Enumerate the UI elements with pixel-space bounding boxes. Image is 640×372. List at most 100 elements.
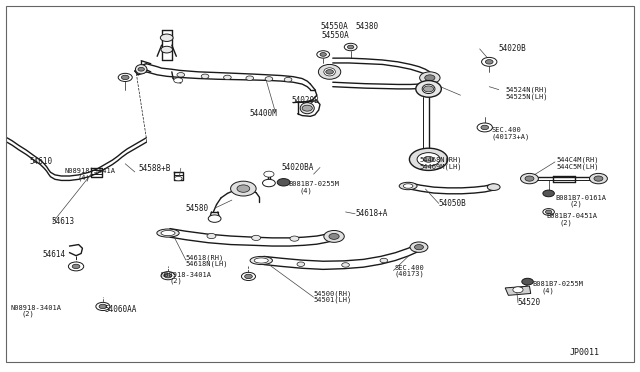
Circle shape [164, 273, 172, 278]
Circle shape [545, 210, 552, 214]
Text: 54610: 54610 [29, 157, 52, 166]
Text: 54020B: 54020B [291, 96, 319, 105]
Text: 54020B: 54020B [499, 44, 527, 53]
Circle shape [161, 46, 173, 53]
Circle shape [302, 105, 312, 111]
Text: 54060AA: 54060AA [105, 305, 137, 314]
Ellipse shape [487, 184, 500, 190]
Circle shape [324, 231, 344, 242]
Circle shape [223, 75, 231, 80]
Text: JP0011: JP0011 [569, 348, 599, 357]
Text: (40173+A): (40173+A) [491, 134, 529, 140]
Circle shape [177, 73, 184, 77]
Circle shape [477, 123, 492, 132]
Ellipse shape [403, 184, 413, 188]
Circle shape [320, 52, 326, 56]
Circle shape [481, 57, 497, 66]
Circle shape [244, 274, 252, 279]
Text: 54380: 54380 [355, 22, 378, 31]
Circle shape [329, 234, 339, 239]
Circle shape [265, 77, 273, 81]
Text: (4): (4) [77, 174, 90, 181]
Circle shape [543, 209, 554, 215]
Text: (2): (2) [170, 278, 182, 285]
Ellipse shape [399, 182, 417, 190]
Circle shape [420, 72, 440, 84]
Text: (40173): (40173) [395, 270, 424, 277]
Text: 54614: 54614 [42, 250, 65, 259]
Circle shape [417, 153, 440, 166]
Circle shape [161, 34, 173, 41]
Circle shape [425, 75, 435, 81]
Circle shape [161, 272, 175, 280]
Circle shape [410, 148, 448, 170]
Circle shape [207, 234, 216, 238]
Ellipse shape [422, 84, 435, 93]
Text: N08918-3401A: N08918-3401A [161, 272, 211, 278]
Circle shape [424, 156, 434, 162]
Circle shape [344, 43, 357, 51]
Text: 54525N(LH): 54525N(LH) [505, 93, 548, 100]
Text: (2): (2) [559, 219, 572, 226]
Text: B081B7-0451A: B081B7-0451A [547, 214, 598, 219]
Circle shape [594, 176, 603, 181]
Ellipse shape [157, 229, 179, 237]
Text: 544C5M(LH): 544C5M(LH) [556, 163, 599, 170]
Circle shape [277, 179, 290, 186]
Circle shape [241, 272, 255, 280]
Text: 54468N(RH): 54468N(RH) [419, 157, 461, 163]
Circle shape [208, 215, 221, 222]
Circle shape [118, 73, 132, 81]
Circle shape [589, 173, 607, 184]
Circle shape [237, 185, 250, 192]
Text: N08918-3441A: N08918-3441A [65, 168, 116, 174]
Ellipse shape [300, 103, 314, 114]
Text: SEC.400: SEC.400 [491, 127, 521, 134]
Ellipse shape [250, 256, 273, 264]
Text: 54618N(LH): 54618N(LH) [186, 260, 228, 267]
Text: 54050B: 54050B [439, 199, 467, 208]
Circle shape [230, 181, 256, 196]
Text: (2): (2) [22, 311, 35, 317]
Circle shape [72, 264, 80, 269]
Text: N08918-3401A: N08918-3401A [10, 305, 61, 311]
Circle shape [481, 125, 488, 130]
Ellipse shape [324, 68, 335, 76]
Text: 54501(LH): 54501(LH) [314, 297, 352, 304]
Circle shape [326, 70, 333, 74]
Circle shape [424, 86, 434, 92]
Text: 54613: 54613 [52, 218, 75, 227]
Text: 54524N(RH): 54524N(RH) [505, 86, 548, 93]
Circle shape [246, 76, 253, 80]
Circle shape [410, 242, 428, 252]
Circle shape [252, 235, 260, 240]
Circle shape [485, 60, 493, 64]
Text: 54469M(LH): 54469M(LH) [419, 163, 461, 170]
Text: (4): (4) [300, 187, 312, 194]
Circle shape [264, 171, 274, 177]
Circle shape [201, 74, 209, 78]
Circle shape [297, 262, 305, 266]
Text: 544C4M(RH): 544C4M(RH) [556, 157, 599, 163]
Circle shape [122, 75, 129, 80]
Circle shape [415, 244, 424, 250]
Text: 54588+B: 54588+B [138, 164, 170, 173]
Circle shape [290, 236, 299, 241]
Circle shape [525, 176, 534, 181]
Text: (4): (4) [541, 287, 554, 294]
Circle shape [284, 77, 292, 82]
Circle shape [520, 173, 538, 184]
Text: B081B7-0161A: B081B7-0161A [555, 195, 606, 201]
Text: B081B7-0255M: B081B7-0255M [532, 281, 583, 287]
Circle shape [68, 262, 84, 271]
Ellipse shape [416, 81, 442, 97]
Circle shape [342, 263, 349, 267]
Ellipse shape [161, 231, 175, 235]
Text: B081B7-0255M: B081B7-0255M [288, 181, 339, 187]
Circle shape [262, 179, 275, 187]
Circle shape [543, 190, 554, 197]
Circle shape [522, 278, 533, 285]
Text: 54618(RH): 54618(RH) [186, 254, 224, 261]
Ellipse shape [319, 64, 340, 79]
Text: 54520: 54520 [518, 298, 541, 307]
